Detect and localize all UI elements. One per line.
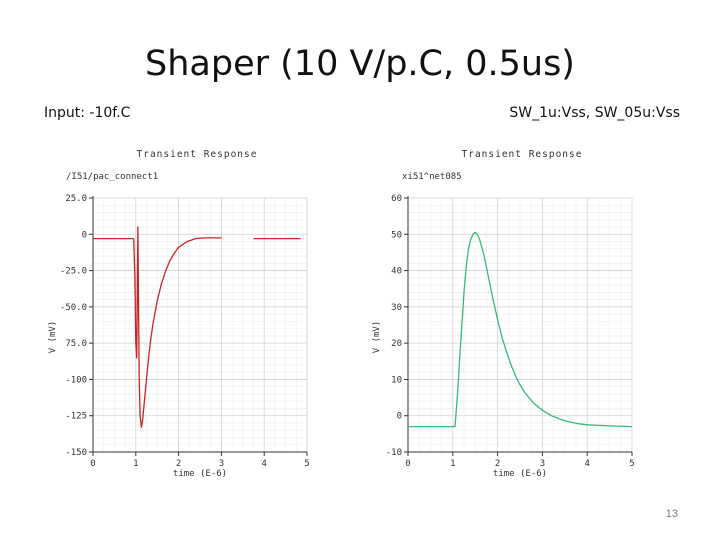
x-tick-label: 2 [495, 459, 500, 469]
x-tick-label: 1 [450, 459, 455, 469]
x-tick-label: 5 [629, 459, 634, 469]
chart-right: Transient Responsexi51^net08560504030201… [372, 149, 635, 479]
x-tick-label: 3 [219, 459, 224, 469]
x-tick-label: 0 [405, 459, 410, 469]
x-tick-label: 4 [261, 459, 266, 469]
y-tick-label: 30 [391, 303, 402, 313]
y-tick-label: 60 [391, 194, 402, 204]
series-line [133, 226, 222, 428]
series-line [408, 231, 633, 428]
y-tick-label: -50.0 [60, 303, 87, 313]
x-tick-label: 3 [540, 459, 545, 469]
y-tick-label: 20 [391, 339, 402, 349]
y-tick-label: 25.0 [65, 194, 87, 204]
y-tick-label: 10 [391, 375, 402, 385]
x-tick-label: 4 [584, 459, 589, 469]
y-tick-label: -100 [65, 375, 87, 385]
y-tick-label: 50 [391, 230, 402, 240]
y-tick-label: 0 [82, 230, 87, 240]
y-tick-label: 75.0 [65, 339, 87, 349]
slide-title: Shaper (10 V/p.C, 0.5us) [145, 44, 575, 84]
y-tick-label: -25.0 [60, 267, 87, 277]
x-tick-label: 1 [133, 459, 138, 469]
y-tick-label: 40 [391, 267, 402, 277]
y-tick-label: -10 [386, 448, 402, 458]
x-tick-label: 5 [304, 459, 309, 469]
x-tick-label: 2 [176, 459, 181, 469]
chart-title: Transient Response [137, 149, 258, 160]
chart-signal-name: /I51/pac_connect1 [66, 172, 158, 182]
x-tick-label: 0 [90, 459, 95, 469]
x-axis-label: time (E-6) [493, 469, 547, 479]
input-label: Input: -10f.C [44, 105, 131, 121]
chart-title: Transient Response [462, 149, 583, 160]
chart-left: Transient Response/I51/pac_connect1 25.0 0… [48, 149, 310, 479]
switch-label: SW_1u:Vss, SW_05u:Vss [509, 105, 680, 121]
y-tick-label: -125 [65, 412, 87, 422]
y-axis-label: V (mV) [48, 321, 58, 354]
x-axis-label: time (E-6) [173, 469, 227, 479]
y-tick-label: -150 [65, 448, 87, 458]
y-axis-label: V (mV) [372, 321, 382, 354]
page-number: 13 [665, 508, 678, 520]
chart-signal-name: xi51^net085 [402, 172, 462, 182]
y-tick-label: 0 [397, 412, 402, 422]
